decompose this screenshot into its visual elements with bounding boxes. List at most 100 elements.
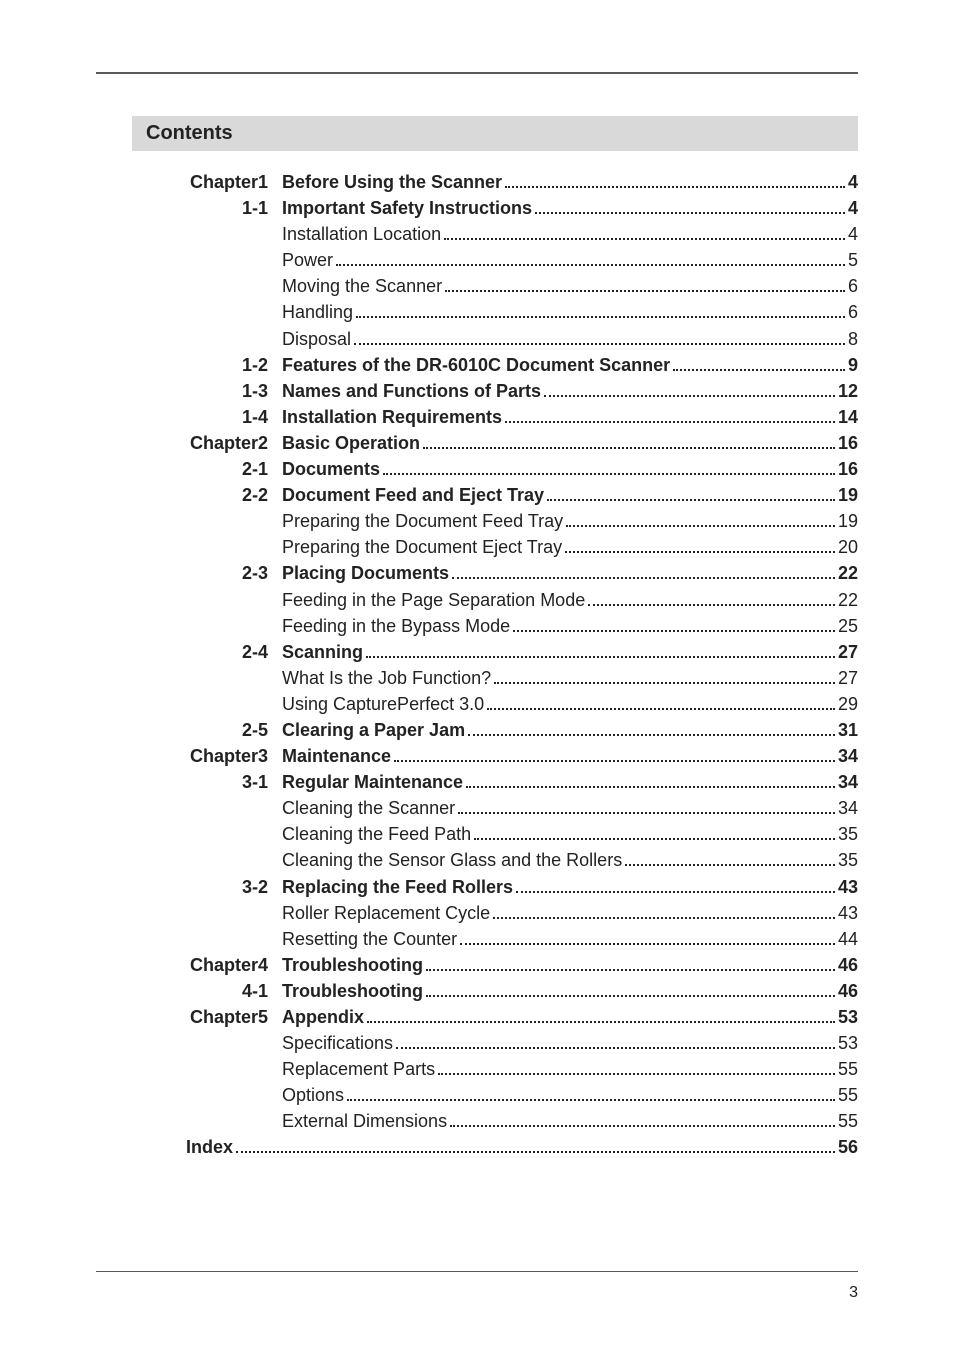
dot-leader <box>444 226 845 240</box>
toc-title: Features of the DR-6010C Document Scanne… <box>282 352 670 378</box>
dot-leader <box>236 1139 835 1153</box>
toc-row: Chapter2Basic Operation 16 <box>132 430 858 456</box>
toc-title: Resetting the Counter <box>282 926 457 952</box>
dot-leader <box>566 513 835 527</box>
toc-label: 1-1 <box>132 195 282 221</box>
toc-title: Moving the Scanner <box>282 273 442 299</box>
toc-label: 2-4 <box>132 639 282 665</box>
toc-page: 34 <box>838 769 858 795</box>
toc-label: Chapter2 <box>132 430 282 456</box>
toc-row: 2-4Scanning27 <box>132 639 858 665</box>
dot-leader <box>544 382 835 396</box>
dot-leader <box>445 278 845 292</box>
dot-leader <box>505 408 835 422</box>
toc-page: 55 <box>838 1108 858 1134</box>
toc-page: 53 <box>838 1004 858 1030</box>
toc-row: Resetting the Counter44 <box>132 926 858 952</box>
toc-row: Preparing the Document Eject Tray20 <box>132 534 858 560</box>
dot-leader <box>458 800 835 814</box>
toc-label: 1-3 <box>132 378 282 404</box>
toc-label: 4-1 <box>132 978 282 1004</box>
toc-title: Scanning <box>282 639 363 665</box>
toc-title: Troubleshooting <box>282 978 423 1004</box>
toc-row: 2-1Documents16 <box>132 456 858 482</box>
toc-title: Cleaning the Feed Path <box>282 821 471 847</box>
toc-label: 2-2 <box>132 482 282 508</box>
toc-row: Power5 <box>132 247 858 273</box>
toc-page: 27 <box>838 665 858 691</box>
toc-page: 29 <box>838 691 858 717</box>
toc-title: Regular Maintenance <box>282 769 463 795</box>
dot-leader <box>460 930 835 944</box>
toc-title: Installation Location <box>282 221 441 247</box>
toc-page: 22 <box>838 560 858 586</box>
toc-row: Cleaning the Scanner34 <box>132 795 858 821</box>
toc-page: 6 <box>848 273 858 299</box>
dot-leader <box>535 200 845 214</box>
toc-title: Maintenance <box>282 743 391 769</box>
dot-leader <box>487 695 835 709</box>
toc-label: 2-5 <box>132 717 282 743</box>
toc-label: 2-3 <box>132 560 282 586</box>
toc-label: 1-2 <box>132 352 282 378</box>
dot-leader <box>466 774 835 788</box>
toc-title: External Dimensions <box>282 1108 447 1134</box>
toc-page: 25 <box>838 613 858 639</box>
toc-title: Document Feed and Eject Tray <box>282 482 544 508</box>
toc-row: Chapter1Before Using the Scanner4 <box>132 169 858 195</box>
toc-row: Specifications53 <box>132 1030 858 1056</box>
toc-page: 20 <box>838 534 858 560</box>
toc-title: Replacement Parts <box>282 1056 435 1082</box>
page: Contents Chapter1Before Using the Scanne… <box>0 0 954 1348</box>
toc-label: Chapter1 <box>132 169 282 195</box>
toc-label: 2-1 <box>132 456 282 482</box>
toc-row-index: Index 56 <box>132 1134 858 1160</box>
toc-page: 4 <box>848 221 858 247</box>
toc-row: Moving the Scanner 6 <box>132 273 858 299</box>
dot-leader <box>513 617 835 631</box>
bottom-rule <box>96 1271 858 1272</box>
toc-page: 56 <box>838 1134 858 1160</box>
toc-row: Chapter4Troubleshooting46 <box>132 952 858 978</box>
dot-leader <box>516 878 835 892</box>
dot-leader <box>367 1009 835 1023</box>
toc-page: 14 <box>838 404 858 430</box>
toc-page: 43 <box>838 900 858 926</box>
toc-row: Handling6 <box>132 299 858 325</box>
toc-page: 9 <box>848 352 858 378</box>
toc-page: 34 <box>838 795 858 821</box>
toc-page: 16 <box>838 430 858 456</box>
toc-title: Important Safety Instructions <box>282 195 532 221</box>
toc-row: 1-3Names and Functions of Parts12 <box>132 378 858 404</box>
dot-leader <box>356 304 845 318</box>
dot-leader <box>336 252 845 266</box>
dot-leader <box>494 669 835 683</box>
top-rule <box>96 72 858 74</box>
toc-label: Index <box>132 1134 233 1160</box>
toc-title: Troubleshooting <box>282 952 423 978</box>
toc-page: 4 <box>848 169 858 195</box>
dot-leader <box>547 487 835 501</box>
toc-page: 8 <box>848 326 858 352</box>
toc-title: Replacing the Feed Rollers <box>282 874 513 900</box>
table-of-contents: Chapter1Before Using the Scanner41-1Impo… <box>132 169 858 1161</box>
dot-leader <box>354 330 845 344</box>
toc-page: 55 <box>838 1082 858 1108</box>
toc-title: Feeding in the Bypass Mode <box>282 613 510 639</box>
toc-label: 3-2 <box>132 874 282 900</box>
toc-row: 3-1Regular Maintenance34 <box>132 769 858 795</box>
dot-leader <box>625 852 835 866</box>
dot-leader <box>450 1113 835 1127</box>
toc-row: What Is the Job Function? 27 <box>132 665 858 691</box>
dot-leader <box>565 539 835 553</box>
toc-title: Using CapturePerfect 3.0 <box>282 691 484 717</box>
toc-row: Chapter5Appendix53 <box>132 1004 858 1030</box>
toc-row: 2-5Clearing a Paper Jam31 <box>132 717 858 743</box>
toc-title: Basic Operation <box>282 430 420 456</box>
toc-title: Cleaning the Sensor Glass and the Roller… <box>282 847 622 873</box>
dot-leader <box>673 356 845 370</box>
dot-leader <box>396 1035 835 1049</box>
dot-leader <box>423 435 835 449</box>
toc-title: What Is the Job Function? <box>282 665 491 691</box>
toc-title: Handling <box>282 299 353 325</box>
